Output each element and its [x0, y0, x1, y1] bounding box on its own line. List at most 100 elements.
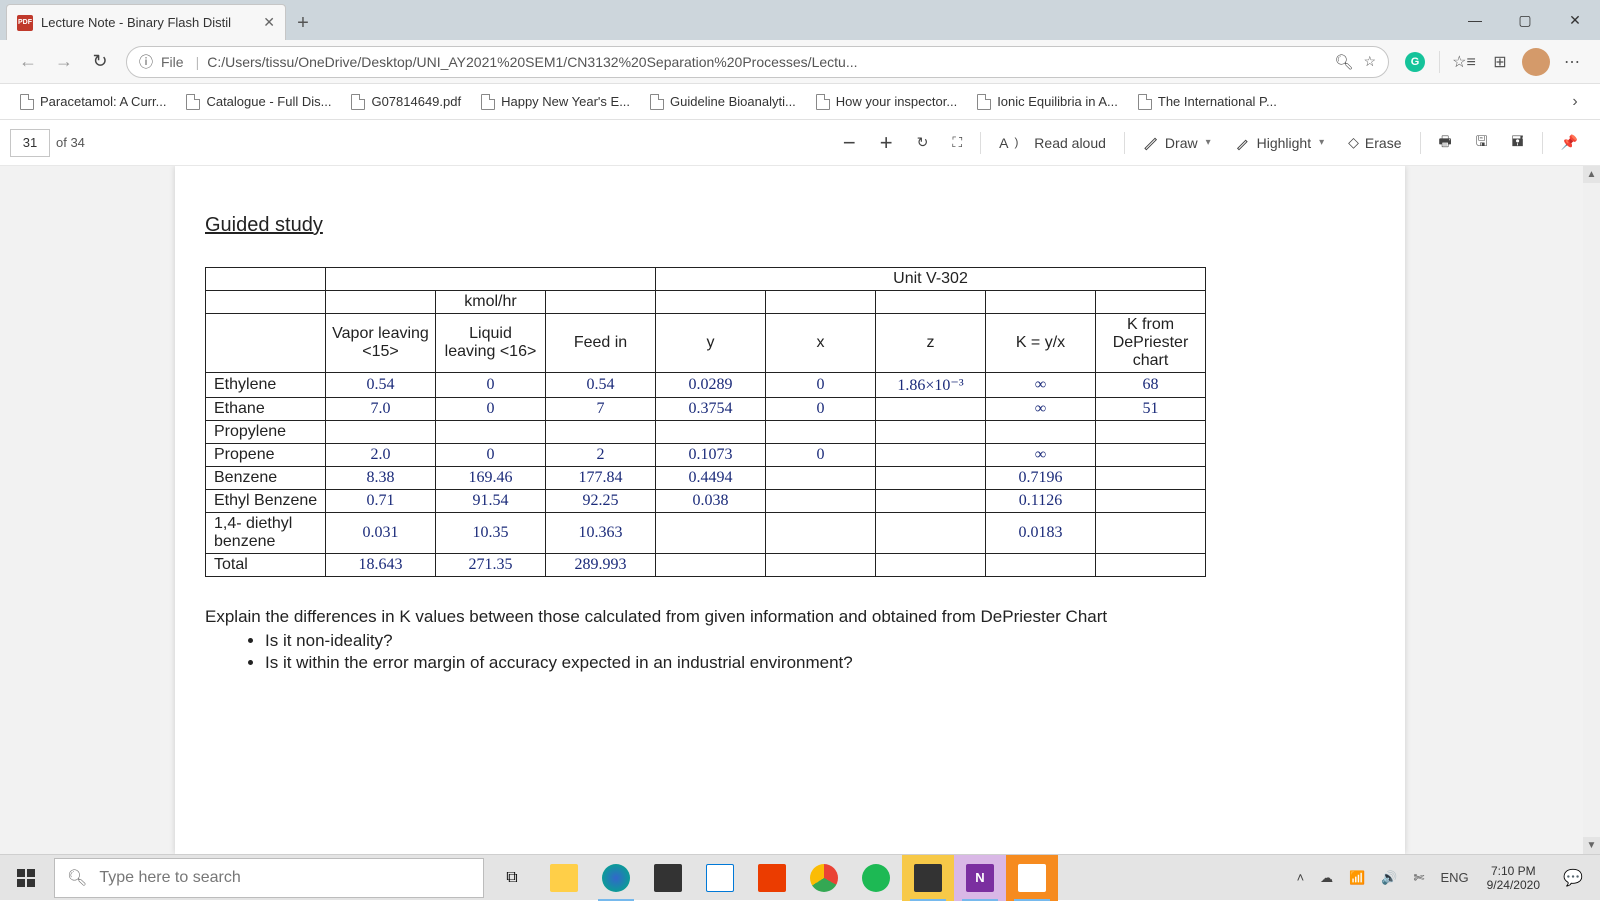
notifications-icon[interactable]: 💬	[1550, 855, 1596, 901]
notes-icon[interactable]	[902, 855, 954, 901]
start-button[interactable]	[0, 855, 52, 901]
page-total: of 34	[56, 135, 85, 150]
back-button[interactable]: ←	[10, 44, 46, 80]
document-icon	[186, 94, 200, 110]
refresh-button[interactable]: ↻	[82, 44, 118, 80]
url-path: C:/Users/tissu/OneDrive/Desktop/UNI_AY20…	[207, 54, 857, 70]
pdf-page: Guided study Unit V-302 kmol/hr Vapo	[175, 166, 1405, 854]
mail-icon[interactable]	[694, 855, 746, 901]
erase-button[interactable]: ◇ Erase	[1336, 127, 1413, 159]
taskbar: 🔍︎ Type here to search ⧉ N ˄ ☁ 📶 🔊 ✄ ENG…	[0, 854, 1600, 900]
explanation-block: Explain the differences in K values betw…	[205, 607, 1375, 673]
document-icon	[1138, 94, 1152, 110]
scroll-up-icon[interactable]: ▲	[1583, 166, 1600, 183]
save-as-button[interactable]: 🖬	[1500, 127, 1536, 159]
table-row: Propylene	[206, 421, 1206, 444]
unit-header: Unit V-302	[656, 268, 1206, 291]
explain-text: Explain the differences in K values betw…	[205, 607, 1375, 627]
address-bar: ← → ↻ ⓘ File | C:/Users/tissu/OneDrive/D…	[0, 40, 1600, 84]
windows-icon	[17, 869, 35, 887]
file-explorer-icon[interactable]	[538, 855, 590, 901]
bookmark-item[interactable]: Catalogue - Full Dis...	[176, 87, 341, 117]
collections-icon[interactable]: ⊞	[1482, 44, 1518, 80]
save-button[interactable]: 🖫	[1464, 127, 1500, 159]
url-proto: File	[161, 54, 184, 70]
snip-icon[interactable]: ✄	[1406, 855, 1433, 901]
table-row: Ethylene0.5400.540.028901.86×10⁻³∞68	[206, 373, 1206, 398]
favorites-list-icon[interactable]: ☆≡	[1446, 44, 1482, 80]
bookmarks-overflow[interactable]: ›	[1560, 93, 1590, 111]
favorite-icon[interactable]: ☆	[1363, 53, 1376, 70]
vertical-scrollbar[interactable]: ▲ ▼	[1583, 166, 1600, 854]
zoom-out-button[interactable]: −	[831, 127, 868, 159]
grammarly-icon[interactable]: G	[1397, 44, 1433, 80]
new-tab-button[interactable]: +	[286, 6, 320, 40]
volume-icon[interactable]: 🔊	[1373, 855, 1405, 901]
read-aloud-button[interactable]: A) Read aloud	[987, 127, 1118, 159]
app-icon[interactable]	[1006, 855, 1058, 901]
bookmarks-bar: Paracetamol: A Curr... Catalogue - Full …	[0, 84, 1600, 120]
chrome-icon[interactable]	[798, 855, 850, 901]
tray-overflow-icon[interactable]: ˄	[1289, 855, 1313, 901]
forward-button[interactable]: →	[46, 44, 82, 80]
pdf-icon: PDF	[17, 15, 33, 31]
browser-tab[interactable]: PDF Lecture Note - Binary Flash Distil ✕	[6, 4, 286, 40]
bookmark-item[interactable]: Ionic Equilibria in A...	[967, 87, 1128, 117]
document-icon	[977, 94, 991, 110]
zoom-in-button[interactable]: +	[868, 127, 905, 159]
close-tab-icon[interactable]: ✕	[263, 14, 275, 31]
fit-page-button[interactable]: ⛶	[940, 127, 974, 159]
page-title: Guided study	[205, 214, 1375, 237]
pdf-viewport[interactable]: Guided study Unit V-302 kmol/hr Vapo	[0, 166, 1600, 854]
store-icon[interactable]	[642, 855, 694, 901]
more-menu-icon[interactable]: ⋯	[1554, 44, 1590, 80]
clock[interactable]: 7:10 PM 9/24/2020	[1477, 864, 1550, 892]
print-button[interactable]: 🖶	[1427, 127, 1464, 159]
window-controls: — ▢ ✕	[1450, 0, 1600, 40]
clock-time: 7:10 PM	[1491, 864, 1536, 878]
table-row: Ethyl Benzene0.7191.5492.250.0380.1126	[206, 490, 1206, 513]
bookmark-item[interactable]: Paracetamol: A Curr...	[10, 87, 176, 117]
bookmark-item[interactable]: How your inspector...	[806, 87, 967, 117]
search-placeholder: Type here to search	[99, 869, 240, 887]
edge-icon[interactable]	[590, 855, 642, 901]
document-icon	[816, 94, 830, 110]
page-number-input[interactable]	[10, 129, 50, 157]
table-row: Propene2.0020.10730∞	[206, 444, 1206, 467]
document-icon	[481, 94, 495, 110]
onedrive-icon[interactable]: ☁	[1312, 855, 1341, 901]
system-tray: ˄ ☁ 📶 🔊 ✄ ENG 7:10 PM 9/24/2020 💬	[1289, 855, 1600, 901]
bookmark-item[interactable]: Guideline Bioanalyti...	[640, 87, 806, 117]
minimize-button[interactable]: —	[1450, 0, 1500, 40]
draw-button[interactable]: Draw▾	[1131, 127, 1223, 159]
table-row: Benzene8.38169.46177.840.44940.7196	[206, 467, 1206, 490]
url-field[interactable]: ⓘ File | C:/Users/tissu/OneDrive/Desktop…	[126, 46, 1389, 78]
document-icon	[20, 94, 34, 110]
rotate-button[interactable]: ↻	[905, 127, 941, 159]
pin-toolbar-button[interactable]: 📌	[1549, 127, 1590, 159]
taskbar-search[interactable]: 🔍︎ Type here to search	[54, 858, 484, 898]
tab-title: Lecture Note - Binary Flash Distil	[41, 15, 231, 30]
maximize-button[interactable]: ▢	[1500, 0, 1550, 40]
scroll-down-icon[interactable]: ▼	[1583, 837, 1600, 854]
wifi-icon[interactable]: 📶	[1341, 855, 1373, 901]
spotify-icon[interactable]	[850, 855, 902, 901]
profile-avatar[interactable]	[1518, 44, 1554, 80]
bookmark-item[interactable]: The International P...	[1128, 87, 1287, 117]
find-icon[interactable]: 🔍︎	[1334, 53, 1353, 71]
onenote-icon[interactable]: N	[954, 855, 1006, 901]
language-indicator[interactable]: ENG	[1432, 855, 1476, 901]
table-row: 1,4- diethyl benzene0.03110.3510.3630.01…	[206, 513, 1206, 554]
bookmark-item[interactable]: Happy New Year's E...	[471, 87, 640, 117]
explain-bullet: Is it non-ideality?	[265, 631, 1375, 651]
task-view-button[interactable]: ⧉	[486, 855, 538, 901]
highlight-button[interactable]: Highlight▾	[1223, 127, 1337, 159]
pdf-toolbar: of 34 − + ↻ ⛶ A) Read aloud Draw▾ Highli…	[0, 120, 1600, 166]
close-window-button[interactable]: ✕	[1550, 0, 1600, 40]
document-icon	[650, 94, 664, 110]
explain-bullet: Is it within the error margin of accurac…	[265, 653, 1375, 673]
office-icon[interactable]	[746, 855, 798, 901]
bookmark-item[interactable]: G07814649.pdf	[341, 87, 471, 117]
url-sep: |	[196, 54, 200, 70]
tab-strip: PDF Lecture Note - Binary Flash Distil ✕…	[0, 0, 1600, 40]
